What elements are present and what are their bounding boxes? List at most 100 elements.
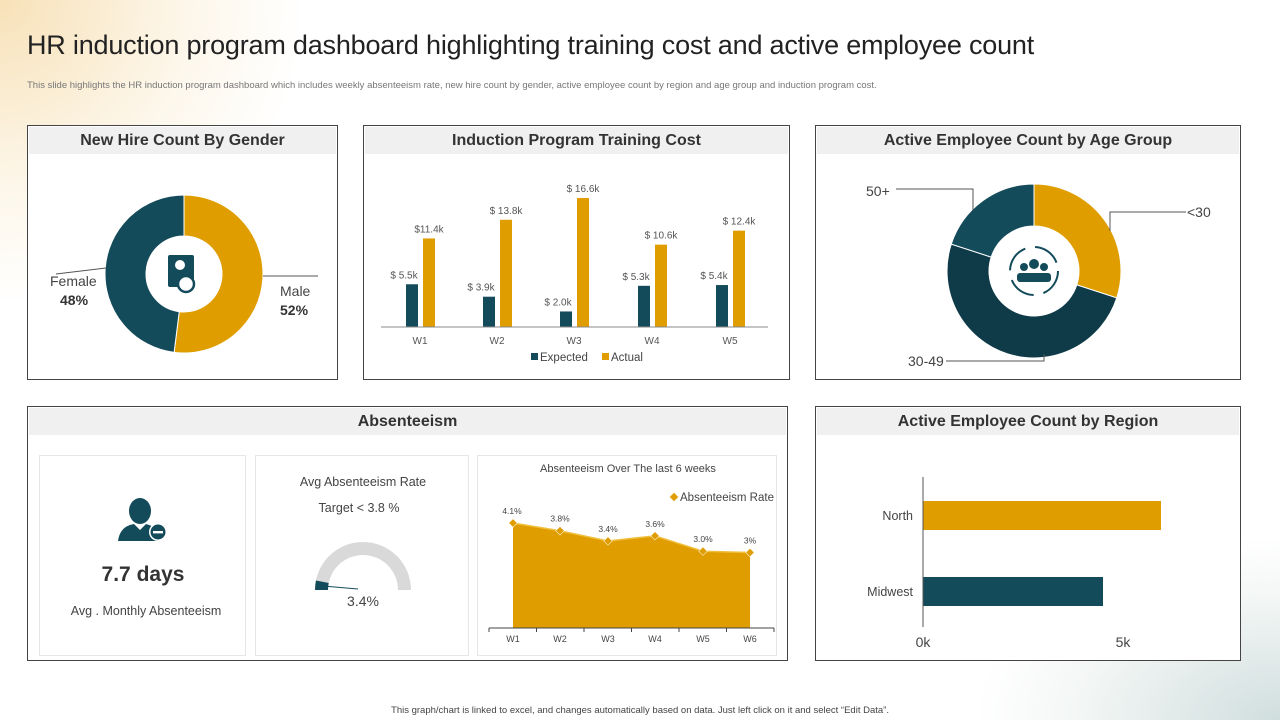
panel-region: Active Employee Count by Region North Mid…: [815, 406, 1241, 661]
bar-expected-W1: [406, 284, 418, 327]
panel-training-cost: Induction Program Training Cost $ 5.5k $1…: [363, 125, 790, 380]
leader-line: [946, 354, 1045, 362]
x-tick-label: W2: [490, 336, 505, 347]
x-tick-label: W4: [645, 336, 660, 347]
x-tick-label: W4: [648, 634, 662, 644]
bar-actual-W1: [423, 238, 435, 327]
page-title: HR induction program dashboard highlight…: [27, 30, 1035, 60]
data-label: 3%: [744, 535, 757, 545]
x-tick-label: W3: [567, 336, 582, 347]
x-tick-label: 0k: [916, 634, 932, 650]
donut-slice-50: [950, 183, 1035, 258]
area-series: [513, 523, 750, 628]
data-label: $ 12.4k: [723, 217, 757, 228]
data-point-W1: [508, 518, 518, 528]
legend-label: Expected: [540, 352, 588, 364]
legend-marker: [669, 492, 679, 502]
gauge-card: Avg Absenteeism Rate Target < 3.8 % 3.4%: [255, 455, 469, 656]
donut-slice-30: [1033, 183, 1122, 299]
data-label: $ 5.5k: [390, 270, 418, 281]
label-under30: <30: [1187, 204, 1211, 220]
data-label: $ 16.6k: [567, 184, 601, 195]
bar-actual-W2: [500, 219, 512, 327]
panel-title: Absenteeism: [29, 408, 786, 435]
id-document-icon: [168, 255, 196, 294]
cycle-arrows: [1009, 246, 1059, 296]
bar-actual-W3: [577, 198, 589, 327]
center: [1004, 241, 1064, 301]
training-cost-bar-chart: $ 5.5k $11.4k W1 $ 3.9k $ 13.8k W2 $ 2.0k $ 16.…: [381, 184, 768, 364]
data-label: 3.8%: [550, 514, 570, 524]
document-avatar: [175, 260, 185, 270]
bar-expected-W3: [560, 311, 572, 327]
bar-midwest: [923, 577, 1103, 606]
bar-actual-W4: [655, 244, 667, 327]
gauge-value: 3.4%: [347, 593, 379, 609]
bar-expected-W2: [483, 296, 495, 327]
data-point-W3: [603, 536, 613, 546]
legend-swatch-expected: [531, 353, 538, 360]
person: [1040, 263, 1048, 271]
user-minus-icon: [118, 498, 167, 541]
gauge-title: Avg Absenteeism Rate: [300, 475, 426, 489]
label-30-49: 30-49: [908, 353, 944, 369]
data-label: $ 10.6k: [645, 231, 679, 242]
legend-label: Actual: [611, 352, 643, 364]
gauge-needle: [322, 585, 359, 590]
data-label: 3.6%: [645, 519, 665, 529]
team-cycle-icon: [1009, 246, 1059, 296]
leader-line: [896, 188, 974, 210]
data-label: $ 13.8k: [490, 206, 524, 217]
panel-title: Induction Program Training Cost: [365, 127, 788, 154]
bar-expected-W4: [638, 285, 650, 327]
absenteeism-area-chart: Absenteeism Over The last 6 weeks 4.1% W1 3…: [488, 463, 775, 644]
x-tick-label: W6: [743, 634, 757, 644]
x-tick-label: W1: [506, 634, 520, 644]
data-point-W5: [698, 546, 708, 556]
kpi-card: 7.7 days Avg . Monthly Absenteeism: [39, 455, 246, 656]
legend-swatch-actual: [602, 353, 609, 360]
value-male: 52%: [280, 302, 309, 318]
team-body: [1017, 273, 1051, 282]
y-tick-label: Midwest: [867, 585, 913, 599]
data-label: 3.0%: [693, 534, 713, 544]
data-label: $ 2.0k: [544, 297, 572, 308]
data-label: $ 5.3k: [622, 272, 650, 283]
data-point-W4: [650, 531, 660, 541]
x-tick-label: W2: [553, 634, 567, 644]
document-seal: [176, 274, 196, 294]
leader-line: [1109, 211, 1186, 231]
region-bar-chart: North Midwest 0k 5k: [867, 477, 1161, 650]
y-tick-label: North: [882, 509, 913, 523]
bar-north: [923, 501, 1161, 530]
panel-absenteeism: Absenteeism 7.7 days Avg . Monthly Absen…: [27, 406, 788, 661]
x-tick-label: W1: [413, 336, 428, 347]
area-line: [512, 522, 751, 554]
panel-title: New Hire Count By Gender: [29, 127, 336, 154]
legend-label: Absenteeism Rate: [680, 492, 774, 504]
person: [1029, 259, 1039, 269]
data-point-W6: [745, 547, 755, 558]
panel-new-hire-gender: New Hire Count By Gender Male 52% Female 48…: [27, 125, 338, 380]
age-group-donut-chart: 50+ <30 30-49: [866, 183, 1211, 369]
chart-title: Absenteeism Over The last 6 weeks: [540, 463, 716, 475]
area-chart-card: Absenteeism Over The last 6 weeks 4.1% W1 3…: [477, 455, 777, 656]
x-tick-label: W3: [601, 634, 615, 644]
panel-title: Active Employee Count by Age Group: [817, 127, 1239, 154]
donut-slice-Female: [104, 194, 185, 353]
gauge-fill: [315, 580, 329, 590]
bar-actual-W5: [733, 230, 745, 327]
kpi-label: Avg . Monthly Absenteeism: [71, 604, 222, 618]
data-label: 3.4%: [598, 524, 618, 534]
bar-expected-W5: [716, 285, 728, 327]
data-point-W2: [555, 526, 565, 536]
x-tick-label: 5k: [1116, 634, 1132, 650]
label-female: Female: [50, 273, 97, 289]
panel-age-group: Active Employee Count by Age Group 50+ <3…: [815, 125, 1241, 380]
kpi-value: 7.7 days: [102, 563, 185, 586]
gender-donut-chart: Male 52% Female 48%: [50, 194, 318, 354]
label-50plus: 50+: [866, 183, 890, 199]
label-male: Male: [280, 283, 311, 299]
page-subtitle: This slide highlights the HR induction p…: [27, 80, 877, 91]
x-tick-label: W5: [723, 336, 738, 347]
